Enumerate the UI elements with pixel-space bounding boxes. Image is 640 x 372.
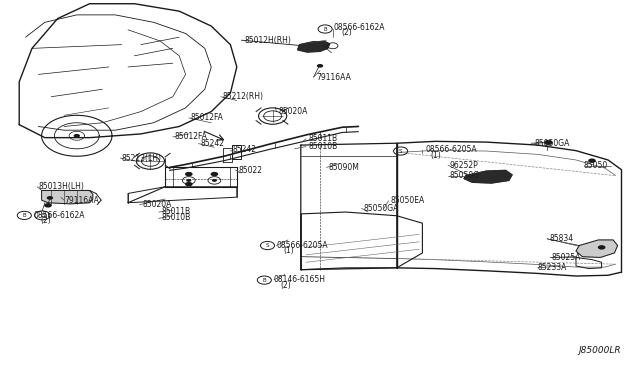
- Polygon shape: [42, 190, 93, 204]
- Text: 08566-6205A: 08566-6205A: [276, 241, 328, 250]
- Text: 08146-6165H: 08146-6165H: [273, 275, 325, 284]
- Text: 85050GA: 85050GA: [534, 139, 570, 148]
- Text: 85022: 85022: [238, 166, 262, 174]
- Circle shape: [186, 179, 191, 182]
- Text: 85011B: 85011B: [308, 134, 338, 143]
- Text: 85020A: 85020A: [278, 107, 308, 116]
- Text: (2): (2): [40, 216, 51, 225]
- Circle shape: [74, 134, 80, 138]
- Text: 85050G: 85050G: [450, 171, 480, 180]
- Text: 85012FA: 85012FA: [191, 113, 223, 122]
- Text: 85025A: 85025A: [552, 253, 581, 262]
- Circle shape: [47, 196, 53, 200]
- Circle shape: [598, 245, 605, 250]
- Text: 85233A: 85233A: [538, 263, 567, 272]
- Text: (2): (2): [341, 28, 352, 37]
- Text: 96252P: 96252P: [450, 161, 479, 170]
- Circle shape: [44, 203, 52, 208]
- Text: 85011B: 85011B: [161, 207, 191, 216]
- Text: 85213(LH): 85213(LH): [122, 154, 161, 163]
- Text: B: B: [323, 26, 327, 32]
- Text: 85012FA: 85012FA: [174, 132, 207, 141]
- Text: S: S: [266, 243, 269, 248]
- Text: 85090M: 85090M: [328, 163, 359, 172]
- Polygon shape: [576, 240, 618, 257]
- Text: 85212(RH): 85212(RH): [223, 92, 264, 101]
- Text: 85050EA: 85050EA: [390, 196, 425, 205]
- Text: 85012H(RH): 85012H(RH): [244, 36, 291, 45]
- Text: 85834: 85834: [549, 234, 573, 243]
- Circle shape: [211, 172, 218, 176]
- Text: J85000LR: J85000LR: [578, 346, 621, 355]
- Circle shape: [545, 140, 552, 145]
- Circle shape: [212, 179, 217, 182]
- Text: 85242: 85242: [200, 139, 225, 148]
- Polygon shape: [464, 170, 512, 183]
- Circle shape: [588, 158, 596, 163]
- Circle shape: [317, 64, 323, 68]
- Text: B: B: [262, 278, 266, 283]
- Text: 08566-6162A: 08566-6162A: [33, 211, 84, 219]
- Text: 85242: 85242: [232, 145, 256, 154]
- Text: 08566-6162A: 08566-6162A: [333, 23, 385, 32]
- Text: 85050: 85050: [584, 161, 608, 170]
- Text: 85020A: 85020A: [142, 200, 172, 209]
- Text: 08566-6205A: 08566-6205A: [426, 145, 477, 154]
- Text: B: B: [40, 213, 44, 218]
- Circle shape: [185, 182, 193, 186]
- Text: 85010B: 85010B: [308, 142, 338, 151]
- Text: 79116AA: 79116AA: [316, 73, 351, 81]
- Text: 85050GA: 85050GA: [364, 204, 399, 213]
- Polygon shape: [298, 42, 330, 52]
- Text: B: B: [22, 213, 26, 218]
- Text: 79116AA: 79116AA: [64, 196, 99, 205]
- Text: 85013H(LH): 85013H(LH): [38, 182, 84, 191]
- Text: (2): (2): [280, 281, 291, 290]
- Text: S: S: [399, 148, 403, 154]
- Text: (1): (1): [430, 151, 441, 160]
- Text: 85010B: 85010B: [161, 214, 191, 222]
- Circle shape: [185, 172, 193, 176]
- Text: (1): (1): [284, 246, 294, 255]
